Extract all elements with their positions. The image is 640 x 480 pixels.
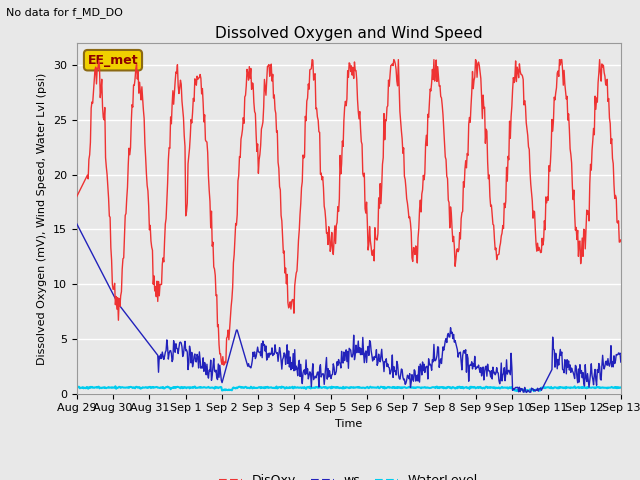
WaterLevel <box>223 387 231 393</box>
Line: WaterLevel: WaterLevel <box>77 386 621 391</box>
WaterLevel <box>195 384 202 390</box>
Line: DisOxy: DisOxy <box>77 60 621 365</box>
DisOxy <box>83 174 90 180</box>
WaterLevel <box>617 384 625 390</box>
WaterLevel <box>521 388 529 394</box>
WaterLevel <box>416 384 424 390</box>
WaterLevel <box>111 384 119 389</box>
Line: ws: ws <box>77 224 621 393</box>
DisOxy <box>194 76 202 82</box>
ws <box>139 333 147 338</box>
DisOxy <box>433 57 440 63</box>
Legend: DisOxy, ws, WaterLevel: DisOxy, ws, WaterLevel <box>214 469 483 480</box>
ws <box>431 358 438 363</box>
DisOxy <box>139 96 147 102</box>
DisOxy <box>223 334 231 340</box>
ws <box>194 354 202 360</box>
DisOxy <box>617 237 625 243</box>
WaterLevel <box>431 385 439 391</box>
DisOxy <box>308 57 316 62</box>
WaterLevel <box>83 384 90 390</box>
DisOxy <box>417 197 424 203</box>
Text: EE_met: EE_met <box>88 54 138 67</box>
Y-axis label: Dissolved Oxygen (mV), Wind Speed, Water Lvl (psi): Dissolved Oxygen (mV), Wind Speed, Water… <box>37 72 47 364</box>
WaterLevel <box>140 384 147 390</box>
ws <box>83 240 90 246</box>
WaterLevel <box>73 385 81 391</box>
ws <box>415 363 422 369</box>
ws <box>617 359 625 365</box>
Title: Dissolved Oxygen and Wind Speed: Dissolved Oxygen and Wind Speed <box>215 25 483 41</box>
X-axis label: Time: Time <box>335 419 362 429</box>
Text: No data for f_MD_DO: No data for f_MD_DO <box>6 7 124 18</box>
ws <box>223 363 230 369</box>
DisOxy <box>73 193 81 199</box>
ws <box>522 390 530 396</box>
DisOxy <box>220 362 227 368</box>
ws <box>73 221 81 227</box>
